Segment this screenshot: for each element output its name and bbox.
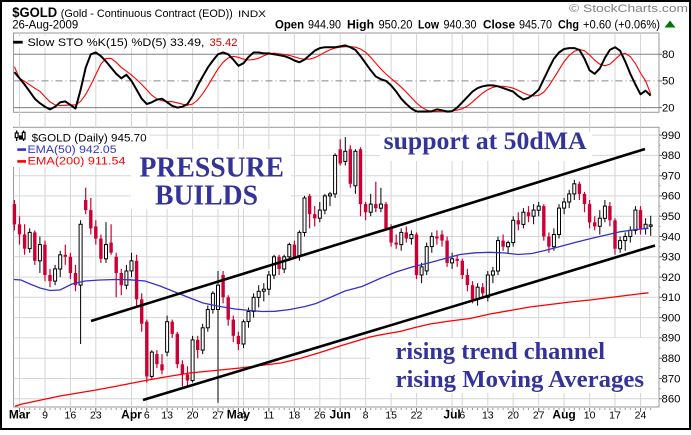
svg-text:16: 16 — [65, 409, 77, 421]
svg-text:Chg: Chg — [558, 20, 579, 32]
svg-text:Close: Close — [483, 20, 515, 32]
svg-text:80: 80 — [662, 49, 675, 61]
svg-text:High: High — [347, 20, 374, 32]
svg-text:990: 990 — [662, 130, 681, 142]
svg-text:920: 920 — [662, 272, 681, 284]
svg-text:940: 940 — [662, 231, 681, 243]
svg-text:910: 910 — [662, 292, 681, 304]
svg-text:rising Moving Averages: rising Moving Averages — [396, 366, 645, 393]
svg-text:BUILDS: BUILDS — [155, 180, 258, 211]
svg-text:22: 22 — [411, 409, 423, 421]
svg-text:17: 17 — [609, 409, 621, 421]
svg-text:Jul: Jul — [443, 407, 460, 421]
svg-text:Open: Open — [275, 20, 304, 32]
svg-text:4: 4 — [241, 409, 247, 421]
svg-text:24: 24 — [635, 409, 647, 421]
svg-text:rising trend channel: rising trend channel — [396, 338, 606, 365]
svg-text:11: 11 — [263, 409, 274, 421]
svg-text:6: 6 — [144, 409, 150, 421]
svg-text:950: 950 — [662, 211, 681, 223]
svg-text:Low: Low — [418, 20, 439, 32]
svg-text:970: 970 — [662, 171, 681, 183]
svg-text:20: 20 — [187, 409, 199, 421]
svg-text:(Gold - Continuous Contract (E: (Gold - Continuous Contract (EOD)) — [61, 8, 233, 20]
svg-text:26: 26 — [314, 409, 326, 421]
svg-text:50: 50 — [662, 76, 675, 88]
svg-text:980: 980 — [662, 150, 681, 162]
svg-text:930: 930 — [662, 252, 681, 264]
svg-text:26-Aug-2009: 26-Aug-2009 — [12, 20, 78, 32]
svg-text:35.42: 35.42 — [210, 37, 238, 49]
svg-text:Mar: Mar — [9, 407, 31, 421]
svg-text:INDX: INDX — [238, 9, 267, 20]
svg-text:PRESSURE: PRESSURE — [140, 153, 285, 184]
svg-text:870: 870 — [662, 373, 681, 385]
svg-text:880: 880 — [662, 353, 681, 365]
svg-text:20: 20 — [662, 102, 675, 114]
svg-text:10: 10 — [584, 409, 596, 421]
svg-text:900: 900 — [662, 312, 681, 324]
svg-text:$GOLD (Daily) 945.70: $GOLD (Daily) 945.70 — [32, 132, 147, 144]
svg-text:960: 960 — [662, 191, 681, 203]
svg-text:950.20: 950.20 — [379, 20, 413, 32]
svg-text:Apr: Apr — [121, 407, 142, 421]
svg-text:6: 6 — [459, 409, 465, 421]
svg-text:© StockCharts.com: © StockCharts.com — [569, 3, 688, 15]
svg-text:+0.60 (+0.06%): +0.60 (+0.06%) — [583, 20, 660, 32]
svg-text:18: 18 — [289, 409, 301, 421]
svg-text:945.70: 945.70 — [519, 20, 552, 32]
svg-text:27: 27 — [533, 409, 545, 421]
svg-text:EMA(50) 942.05: EMA(50) 942.05 — [28, 144, 117, 156]
svg-text:860: 860 — [662, 394, 681, 406]
svg-text:EMA(200) 911.54: EMA(200) 911.54 — [28, 156, 126, 168]
svg-text:Jun: Jun — [330, 407, 351, 421]
svg-text:8: 8 — [363, 409, 369, 421]
svg-text:27: 27 — [212, 409, 224, 421]
svg-text:23: 23 — [90, 409, 102, 421]
svg-text:940.30: 940.30 — [444, 20, 477, 32]
svg-text:Aug: Aug — [552, 407, 575, 421]
svg-text:May: May — [227, 407, 251, 421]
svg-text:20: 20 — [507, 409, 519, 421]
svg-text:9: 9 — [42, 409, 48, 421]
svg-text:944.90: 944.90 — [308, 20, 341, 32]
svg-text:15: 15 — [385, 409, 397, 421]
svg-text:Slow STO %K(15) %D(5) 33.49,: Slow STO %K(15) %D(5) 33.49, — [28, 37, 205, 49]
svg-text:13: 13 — [161, 409, 173, 421]
svg-text:$GOLD: $GOLD — [12, 5, 57, 20]
svg-text:13: 13 — [482, 409, 494, 421]
svg-text:support at 50dMA: support at 50dMA — [384, 126, 588, 155]
svg-text:890: 890 — [662, 333, 681, 345]
